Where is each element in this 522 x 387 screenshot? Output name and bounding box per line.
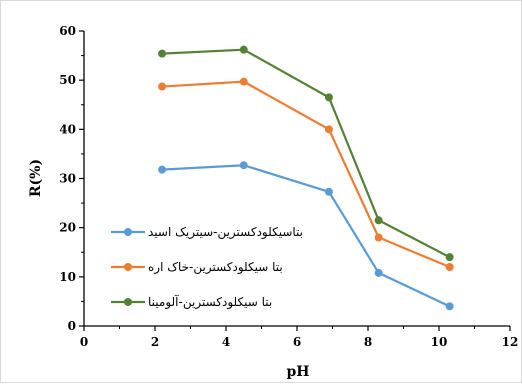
data-point xyxy=(239,45,248,54)
legend-marker xyxy=(124,298,132,306)
y-tick-label: 40 xyxy=(59,122,76,136)
legend-marker xyxy=(124,228,132,236)
data-point xyxy=(158,82,167,91)
data-point xyxy=(445,302,454,311)
series-layer xyxy=(158,45,454,311)
x-tick-label: 6 xyxy=(293,335,301,349)
series-1 xyxy=(158,161,454,311)
legend-label: بتاسیکلودکسترین-سیتریک اسید xyxy=(148,225,303,240)
data-point xyxy=(158,49,167,58)
data-point xyxy=(239,161,248,170)
data-point xyxy=(324,93,333,102)
x-tick-label: 4 xyxy=(222,335,230,349)
x-tick-label: 12 xyxy=(502,335,519,349)
x-axis-title: pH xyxy=(286,364,309,380)
data-point xyxy=(374,233,383,242)
series-3 xyxy=(158,45,454,262)
y-tick-label: 20 xyxy=(59,221,76,235)
legend-label: بتا سیکلودکسترین-آلومینا xyxy=(148,294,272,310)
x-tick-label: 10 xyxy=(431,335,448,349)
data-point xyxy=(239,77,248,86)
legend-marker xyxy=(124,263,132,271)
data-point xyxy=(158,165,167,174)
data-point xyxy=(445,263,454,271)
y-tick-label: 30 xyxy=(59,172,76,186)
y-tick-label: 10 xyxy=(59,270,76,284)
axes: 0 10 20 30 40 50 60 0 2 4 6 8 10 12 xyxy=(59,24,518,349)
data-point xyxy=(324,125,333,134)
y-tick-label: 50 xyxy=(59,73,76,87)
x-tick-label: 2 xyxy=(151,335,159,349)
legend: بتاسیکلودکسترین-سیتریک اسید بتا سیکلودکست… xyxy=(111,225,303,310)
data-point xyxy=(374,268,383,277)
data-point xyxy=(324,187,333,196)
y-tick-label: 0 xyxy=(68,319,76,333)
y-axis-title: R(%) xyxy=(28,159,44,197)
x-tick-label: 8 xyxy=(364,335,372,349)
data-point xyxy=(374,216,383,225)
data-point xyxy=(445,253,454,262)
legend-label: بتا سیکلودکسترین-خاک اره xyxy=(148,260,283,275)
y-tick-label: 60 xyxy=(59,24,76,38)
x-tick-label: 0 xyxy=(80,335,88,349)
series-2 xyxy=(158,77,454,271)
